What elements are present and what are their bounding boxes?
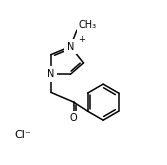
Text: Cl⁻: Cl⁻ [15,130,31,140]
Text: N: N [47,69,54,79]
Text: N: N [67,42,74,51]
Text: O: O [70,114,77,123]
Text: +: + [78,35,85,44]
Text: CH₃: CH₃ [79,20,97,30]
